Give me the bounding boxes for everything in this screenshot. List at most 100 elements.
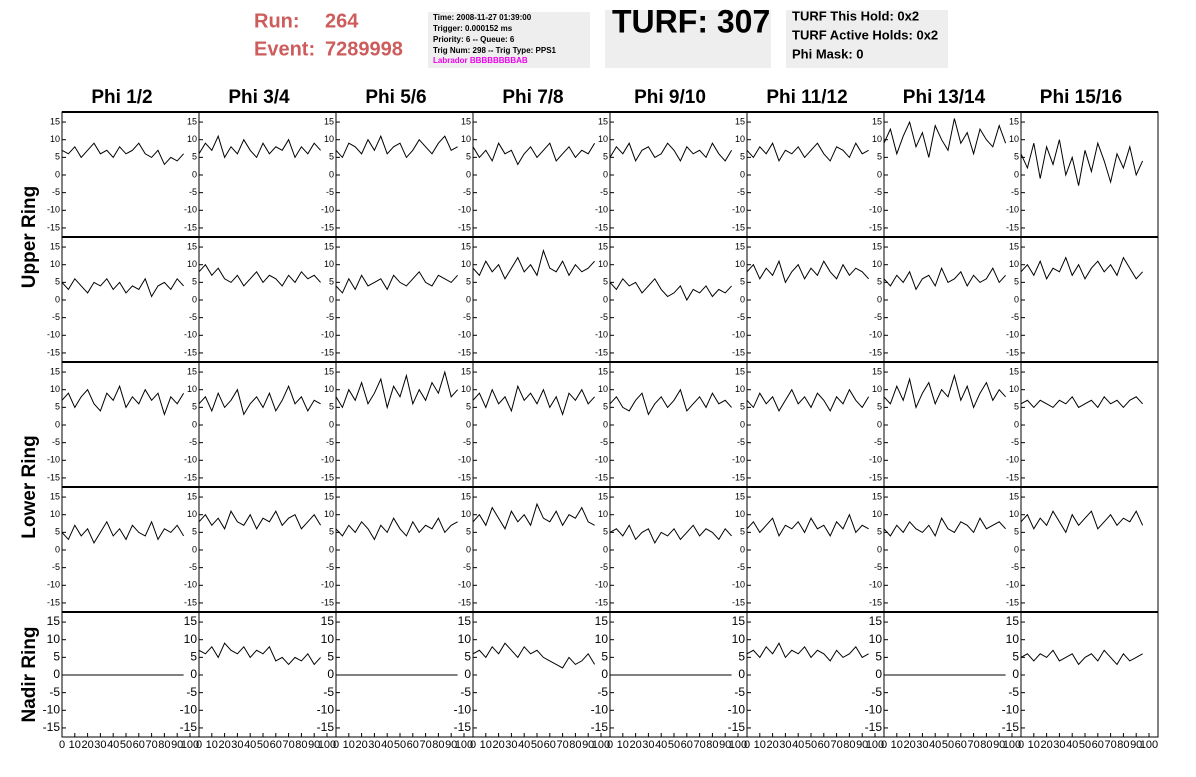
panel-frame <box>609 486 748 613</box>
x-tick-label: 90 <box>582 739 594 751</box>
y-tick-label: 0 <box>1014 169 1019 179</box>
y-tick-label: -10 <box>869 455 882 465</box>
x-tick-label: 70 <box>830 739 842 751</box>
y-tick-label: 10 <box>321 632 335 646</box>
x-tick-label: 10 <box>891 739 903 751</box>
y-tick-label: -5 <box>597 685 608 699</box>
y-tick-label: -5 <box>189 312 197 322</box>
x-tick-label: 80 <box>980 739 992 751</box>
x-tick-label: 60 <box>133 739 145 751</box>
y-tick-label: 15 <box>187 366 197 376</box>
y-tick-label: -5 <box>600 187 608 197</box>
y-tick-label: 10 <box>461 134 471 144</box>
y-tick-label: -15 <box>595 597 608 607</box>
y-tick-label: 0 <box>877 419 882 429</box>
x-tick-label: 90 <box>171 739 183 751</box>
y-tick-label: -5 <box>737 312 745 322</box>
y-tick-label: 0 <box>738 667 745 681</box>
y-tick-label: -5 <box>463 562 471 572</box>
y-tick-label: -10 <box>458 330 471 340</box>
y-tick-label: 0 <box>55 544 60 554</box>
y-tick-label: 5 <box>740 527 745 537</box>
trace <box>609 388 732 416</box>
x-tick-label: 0 <box>196 739 202 751</box>
y-tick-label: 5 <box>55 152 60 162</box>
info-line: Priority: 6 -- Queue: 6 <box>433 35 515 44</box>
y-tick-label: -15 <box>458 472 471 482</box>
y-tick-label: -10 <box>1006 580 1019 590</box>
info-line: Trigger: 0.000152 ms <box>433 24 513 33</box>
x-tick-label: 70 <box>1104 739 1116 751</box>
x-tick-label: 50 <box>805 739 817 751</box>
y-tick-label: 10 <box>184 632 198 646</box>
y-tick-label: -15 <box>43 720 61 734</box>
y-tick-label: -5 <box>326 437 334 447</box>
y-tick-label: 0 <box>464 667 471 681</box>
y-tick-label: -10 <box>317 702 335 716</box>
y-tick-label: -5 <box>600 562 608 572</box>
trace <box>472 502 595 530</box>
x-tick-label: 50 <box>394 739 406 751</box>
trace <box>198 510 322 530</box>
panel-frame <box>609 361 748 488</box>
y-tick-label: 5 <box>190 650 197 664</box>
y-tick-label: 5 <box>1014 277 1019 287</box>
info-box <box>428 12 590 68</box>
trace <box>1020 510 1144 534</box>
x-tick-label: 60 <box>544 739 556 751</box>
y-tick-label: 15 <box>50 366 60 376</box>
y-tick-label: 10 <box>187 134 197 144</box>
y-tick-label: 0 <box>329 169 334 179</box>
panel-frame <box>335 111 474 238</box>
x-tick-label: 20 <box>629 739 641 751</box>
turf: TURF: 307 <box>612 3 770 39</box>
y-tick-label: -5 <box>463 437 471 447</box>
y-tick-label: 5 <box>1012 650 1019 664</box>
y-tick-label: -15 <box>869 597 882 607</box>
trace <box>746 513 869 538</box>
trace <box>746 142 869 163</box>
y-tick-label: 10 <box>1009 259 1019 269</box>
y-tick-label: 5 <box>603 152 608 162</box>
turf-info: TURF Active Holds: 0x2 <box>792 27 938 42</box>
y-tick-label: -15 <box>321 222 334 232</box>
trace <box>335 370 458 410</box>
x-tick-label: 20 <box>355 739 367 751</box>
y-tick-label: 5 <box>740 402 745 412</box>
y-tick-label: -10 <box>595 580 608 590</box>
y-tick-label: -15 <box>732 472 745 482</box>
y-tick-label: 0 <box>1014 294 1019 304</box>
y-tick-label: -5 <box>600 437 608 447</box>
y-tick-label: 10 <box>50 259 60 269</box>
y-tick-label: 15 <box>598 116 608 126</box>
trace <box>746 259 869 284</box>
y-tick-label: 0 <box>1012 667 1019 681</box>
y-tick-label: 0 <box>192 544 197 554</box>
y-tick-label: 15 <box>1009 491 1019 501</box>
y-tick-label: -10 <box>180 702 198 716</box>
trace <box>883 118 1007 158</box>
y-tick-label: 10 <box>458 632 472 646</box>
ring-label: Lower Ring <box>19 435 40 538</box>
panel-frame <box>1020 111 1159 238</box>
y-tick-label: -15 <box>595 347 608 357</box>
y-tick-label: 15 <box>595 614 609 628</box>
y-tick-label: -15 <box>184 222 197 232</box>
trace <box>61 142 184 166</box>
y-tick-label: 15 <box>47 614 61 628</box>
trace <box>335 517 458 541</box>
y-tick-label: -10 <box>732 580 745 590</box>
y-tick-label: -15 <box>458 347 471 357</box>
y-tick-label: 15 <box>1009 366 1019 376</box>
y-tick-label: 0 <box>327 667 334 681</box>
y-tick-label: -15 <box>458 222 471 232</box>
panel-frame <box>746 486 885 613</box>
trace <box>472 142 596 166</box>
column-title: Phi 3/4 <box>228 87 290 108</box>
y-tick-label: -5 <box>323 685 334 699</box>
panel-frame <box>746 111 885 238</box>
y-tick-label: 15 <box>872 366 882 376</box>
x-tick-label: 30 <box>231 739 243 751</box>
y-tick-label: 5 <box>1014 527 1019 537</box>
x-tick-label: 50 <box>120 739 132 751</box>
